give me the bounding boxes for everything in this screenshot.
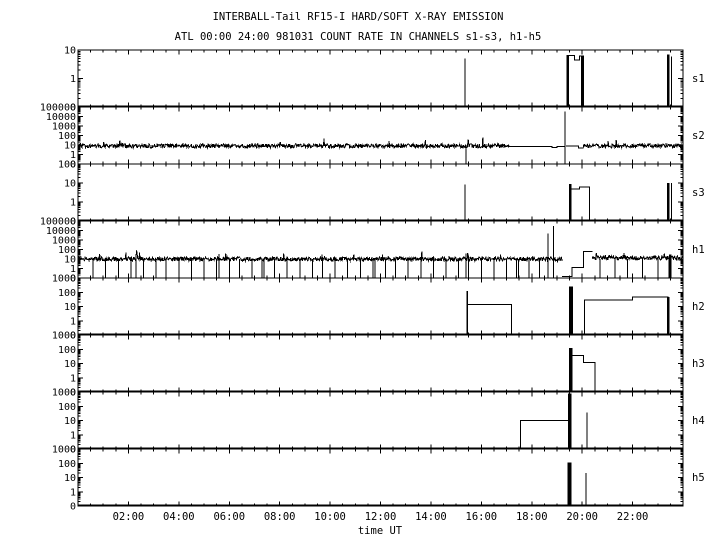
xtick-label: 12:00 — [365, 511, 397, 523]
ytick-label: 1000 — [52, 388, 76, 399]
ytick-label: 1 — [70, 74, 76, 85]
ytick-label: 0 — [70, 274, 76, 285]
channel-label-h2: h2 — [692, 301, 705, 313]
ytick-label: 10 — [64, 416, 76, 427]
ytick-label: 1000 — [52, 236, 76, 247]
chart-panels: 1010s11000001000010001001010s21001010s31… — [40, 46, 705, 513]
xtick-label: 20:00 — [566, 511, 598, 523]
channel-label-h1: h1 — [692, 244, 705, 256]
ytick-label: 0 — [70, 103, 76, 114]
xtick-label: 22:00 — [617, 511, 649, 523]
ytick-label: 1000 — [52, 331, 76, 342]
ytick-label: 0 — [70, 445, 76, 456]
ytick-label: 10 — [64, 473, 76, 484]
ytick-label: 10 — [64, 46, 76, 57]
ytick-label: 1 — [70, 316, 76, 327]
xtick-label: 06:00 — [213, 511, 245, 523]
ytick-label: 1 — [70, 198, 76, 209]
ytick-label: 1 — [70, 264, 76, 275]
xtick-label: 02:00 — [113, 511, 145, 523]
ytick-label: 10 — [64, 141, 76, 152]
channel-label-s3: s3 — [692, 187, 705, 199]
ytick-label: 0 — [70, 217, 76, 228]
xtick-label: 08:00 — [264, 511, 296, 523]
x-axis-title: time UT — [358, 525, 403, 537]
x-axis-tick-labels: 02:00 04:00 06:00 08:00 10:00 12:00 14:00 16:00… — [113, 511, 649, 523]
ytick-label: 1 — [70, 150, 76, 161]
ytick-label: 10 — [64, 179, 76, 190]
ytick-label: 0 — [70, 388, 76, 399]
chart-subtitle: ATL 00:00 24:00 981031 COUNT RATE IN CHA… — [175, 31, 542, 43]
ytick-label: 1000 — [52, 445, 76, 456]
ytick-label: 100 — [58, 288, 76, 299]
xtick-label: 18:00 — [516, 511, 548, 523]
channel-label-h4: h4 — [692, 415, 705, 427]
channel-label-s2: s2 — [692, 130, 705, 142]
ytick-label: 1 — [70, 487, 76, 498]
ytick-label: 100 — [58, 160, 76, 171]
chart-title: INTERBALL-Tail RF15-I HARD/SOFT X-RAY EM… — [213, 11, 504, 23]
channel-label-h5: h5 — [692, 472, 705, 484]
ytick-label: 0 — [70, 331, 76, 342]
ytick-label: 1 — [70, 373, 76, 384]
xtick-label: 10:00 — [314, 511, 346, 523]
ytick-label: 100 — [58, 459, 76, 470]
ytick-label: 10 — [64, 359, 76, 370]
ytick-label: 1000 — [52, 274, 76, 285]
ytick-label: 0 — [70, 160, 76, 171]
ytick-label: 1 — [70, 430, 76, 441]
xtick-label: 14:00 — [415, 511, 447, 523]
ytick-label: 10000 — [46, 112, 76, 123]
ytick-label: 100 — [58, 402, 76, 413]
ytick-label: 10 — [64, 302, 76, 313]
ytick-label: 100 — [58, 345, 76, 356]
ytick-label: 100 — [58, 245, 76, 256]
ytick-label: 10 — [64, 255, 76, 266]
ytick-label: 1000 — [52, 122, 76, 133]
ytick-label: 0 — [70, 502, 76, 513]
channel-label-h3: h3 — [692, 358, 705, 370]
ytick-label: 10000 — [46, 226, 76, 237]
ytick-label: 100000 — [40, 103, 76, 114]
xtick-label: 16:00 — [466, 511, 498, 523]
ytick-label: 100000 — [40, 217, 76, 228]
channel-label-s1: s1 — [692, 73, 705, 85]
xtick-label: 04:00 — [163, 511, 195, 523]
ytick-label: 100 — [58, 131, 76, 142]
